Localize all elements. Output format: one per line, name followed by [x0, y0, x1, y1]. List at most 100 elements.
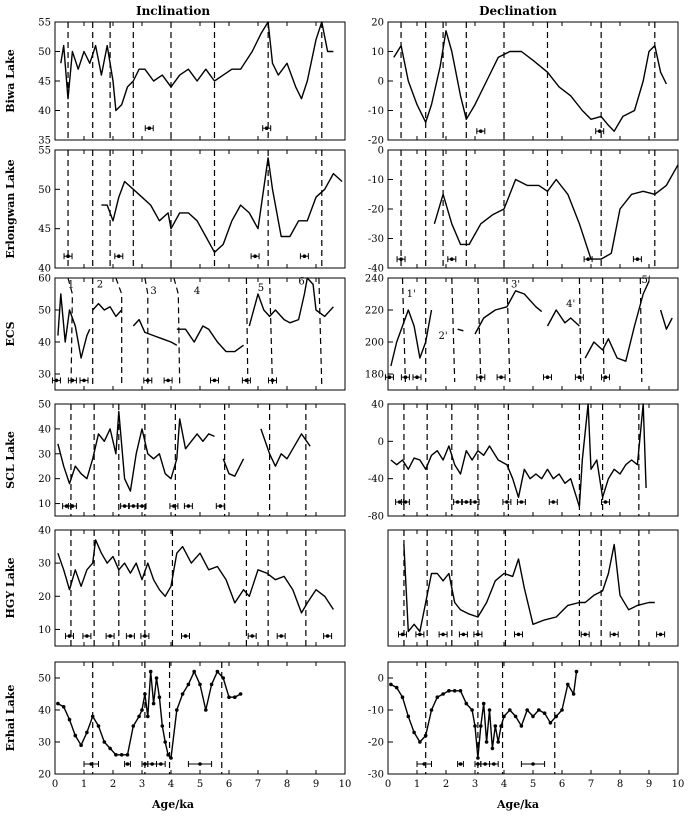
data-point: [198, 682, 202, 687]
y-tick-label: 10: [371, 47, 384, 58]
x-tick-label: 9: [313, 779, 319, 790]
age-marker-dot: [403, 500, 408, 504]
data-point: [490, 746, 495, 751]
data-point: [476, 756, 480, 760]
data-point: [131, 724, 136, 728]
y-tick-label: 30: [38, 559, 51, 570]
age-marker-dot: [253, 254, 257, 258]
y-tick-label: 50: [38, 674, 51, 685]
series-line: [248, 277, 334, 327]
age-marker-dot: [635, 257, 640, 261]
age-marker-dot: [441, 632, 445, 637]
series-line: [57, 539, 334, 614]
boundary-dashed-line: [245, 277, 249, 387]
panel-9: [387, 529, 679, 647]
y-tick-label: 35: [38, 136, 51, 147]
age-marker-dot: [166, 378, 170, 383]
data-point: [525, 708, 529, 712]
age-marker-dot: [117, 254, 121, 258]
boundary-dashed-line: [144, 277, 149, 387]
age-marker-dot: [264, 126, 269, 130]
data-point: [102, 740, 107, 744]
age-marker-dot: [85, 634, 89, 638]
age-marker-dot: [461, 632, 466, 637]
x-tick-label: 2: [110, 779, 116, 790]
data-point: [56, 701, 60, 706]
boundary-dashed-line: [477, 277, 482, 383]
age-marker-dot: [302, 254, 307, 258]
y-tick-label: 220: [365, 306, 384, 317]
data-point: [148, 669, 153, 674]
age-marker-dot: [66, 254, 70, 258]
data-point: [209, 682, 214, 687]
series-line: [57, 293, 91, 359]
column-title-inclination: Inclination: [136, 4, 210, 18]
y-tick-label: 40: [38, 338, 51, 349]
data-point: [186, 682, 191, 687]
panel-5: 180 200 220 240 1' 2' 3' 4' 5': [365, 274, 679, 391]
data-point: [73, 733, 78, 738]
data-point: [499, 724, 503, 728]
y-tick-label: 0: [378, 437, 384, 448]
data-point: [90, 714, 95, 719]
y-tick-label: -40: [368, 474, 384, 485]
series-line: [390, 671, 578, 759]
data-point: [473, 724, 477, 728]
y-tick-label: -20: [368, 136, 384, 147]
x-tick-label: 0: [385, 779, 391, 790]
data-point: [61, 705, 66, 709]
age-marker-dot: [131, 504, 136, 508]
data-point: [484, 740, 489, 744]
panel-4: 30 40 50 60 ECS 1 2 3 4 5 6: [4, 274, 346, 391]
boundary-dashed-line: [602, 277, 605, 383]
age-marker-dot: [270, 378, 275, 383]
y-tick-label: 0: [378, 146, 384, 157]
age-range-dot: [150, 762, 154, 766]
age-marker-dot: [397, 500, 402, 504]
data-point: [146, 714, 150, 719]
data-point: [458, 689, 463, 693]
y-tick-label: -30: [368, 770, 384, 781]
age-marker-dot: [455, 500, 460, 504]
data-point: [233, 695, 237, 699]
segment-label: 1': [407, 289, 416, 300]
panel-frame: [54, 403, 346, 517]
y-tick-label: 45: [38, 77, 51, 88]
age-marker-dot: [244, 378, 249, 383]
age-marker-dot: [577, 375, 582, 380]
data-point: [418, 740, 422, 744]
age-range-dot: [458, 762, 463, 766]
data-point: [423, 733, 428, 738]
panel-1: -20 -10 0 10 20: [368, 18, 679, 147]
boundary-dashed-line: [269, 277, 274, 387]
data-point: [137, 714, 141, 719]
data-point: [192, 669, 196, 674]
age-marker-dot: [140, 504, 144, 508]
age-marker-dot: [583, 632, 587, 637]
x-tick-label: 7: [588, 779, 594, 790]
age-marker-dot: [464, 500, 469, 504]
age-marker-dot: [505, 500, 509, 504]
data-point: [215, 669, 220, 674]
x-tick-label: 6: [226, 779, 232, 790]
y-tick-label: 20: [38, 474, 51, 485]
age-marker-dot: [603, 375, 608, 380]
age-marker-dot: [403, 375, 408, 380]
data-point: [238, 692, 243, 696]
row-label: HGY Lake: [4, 558, 17, 619]
boundary-dashed-line: [578, 277, 582, 383]
x-axis-label-left: Age/ka: [151, 798, 194, 811]
y-tick-label: -40: [368, 264, 384, 275]
age-marker-dot: [499, 375, 503, 380]
data-point: [470, 708, 474, 712]
segment-label: 1: [68, 280, 74, 291]
age-marker-dot: [218, 504, 223, 508]
data-point: [119, 753, 124, 757]
age-marker-dot: [54, 378, 59, 383]
segment-label: 5': [642, 275, 651, 286]
x-tick-label: 1: [414, 779, 420, 790]
data-point: [114, 753, 118, 757]
data-point: [180, 692, 185, 696]
y-tick-label: -10: [368, 706, 384, 717]
